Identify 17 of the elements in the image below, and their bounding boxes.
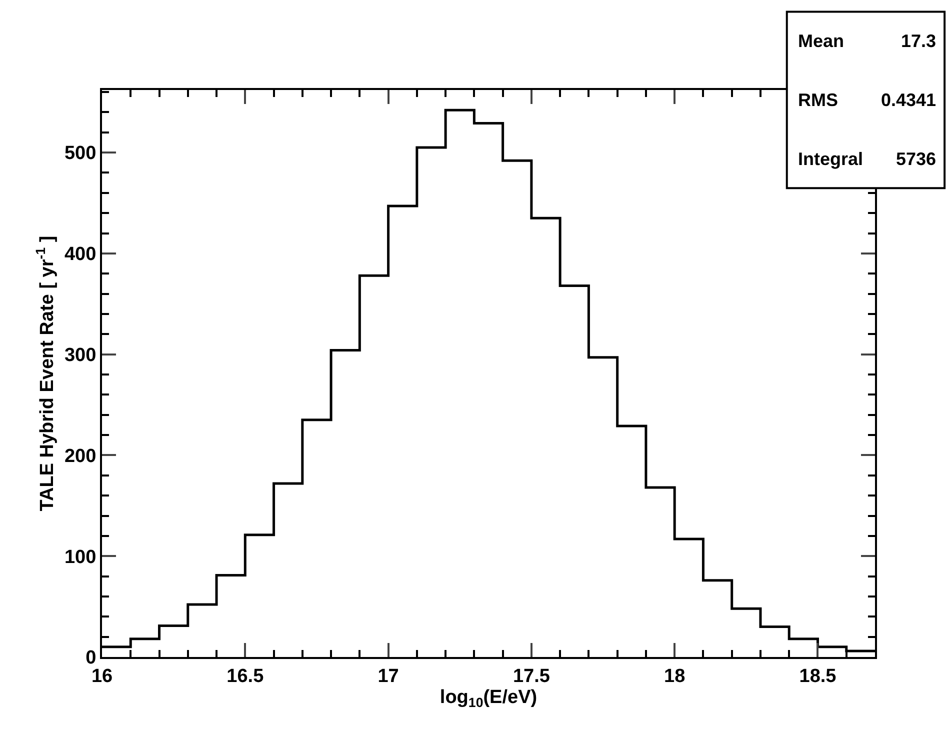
x-tick-label: 17: [378, 666, 399, 687]
x-axis-title: log$_{10}$(E/eV): [440, 686, 538, 710]
y-tick-label: 400: [64, 244, 96, 266]
x-tick-label: 18: [664, 666, 686, 687]
annotation: RMS: [798, 90, 838, 110]
text: 0.4341: [881, 90, 936, 110]
text: 5736: [896, 149, 936, 169]
x-tick-label: 18.5: [799, 666, 837, 687]
x-tick-label: 17.5: [512, 666, 550, 687]
x-tick-label: 16.5: [226, 666, 264, 687]
text: Mean: [798, 31, 844, 51]
y-tick-label: 500: [64, 143, 96, 164]
y-tick-label: 300: [64, 344, 96, 366]
text: 17.3: [901, 31, 936, 51]
annotation: Integral: [798, 149, 864, 169]
y-tick-label: 200: [64, 446, 96, 467]
y-tick-label: 100: [64, 546, 96, 568]
